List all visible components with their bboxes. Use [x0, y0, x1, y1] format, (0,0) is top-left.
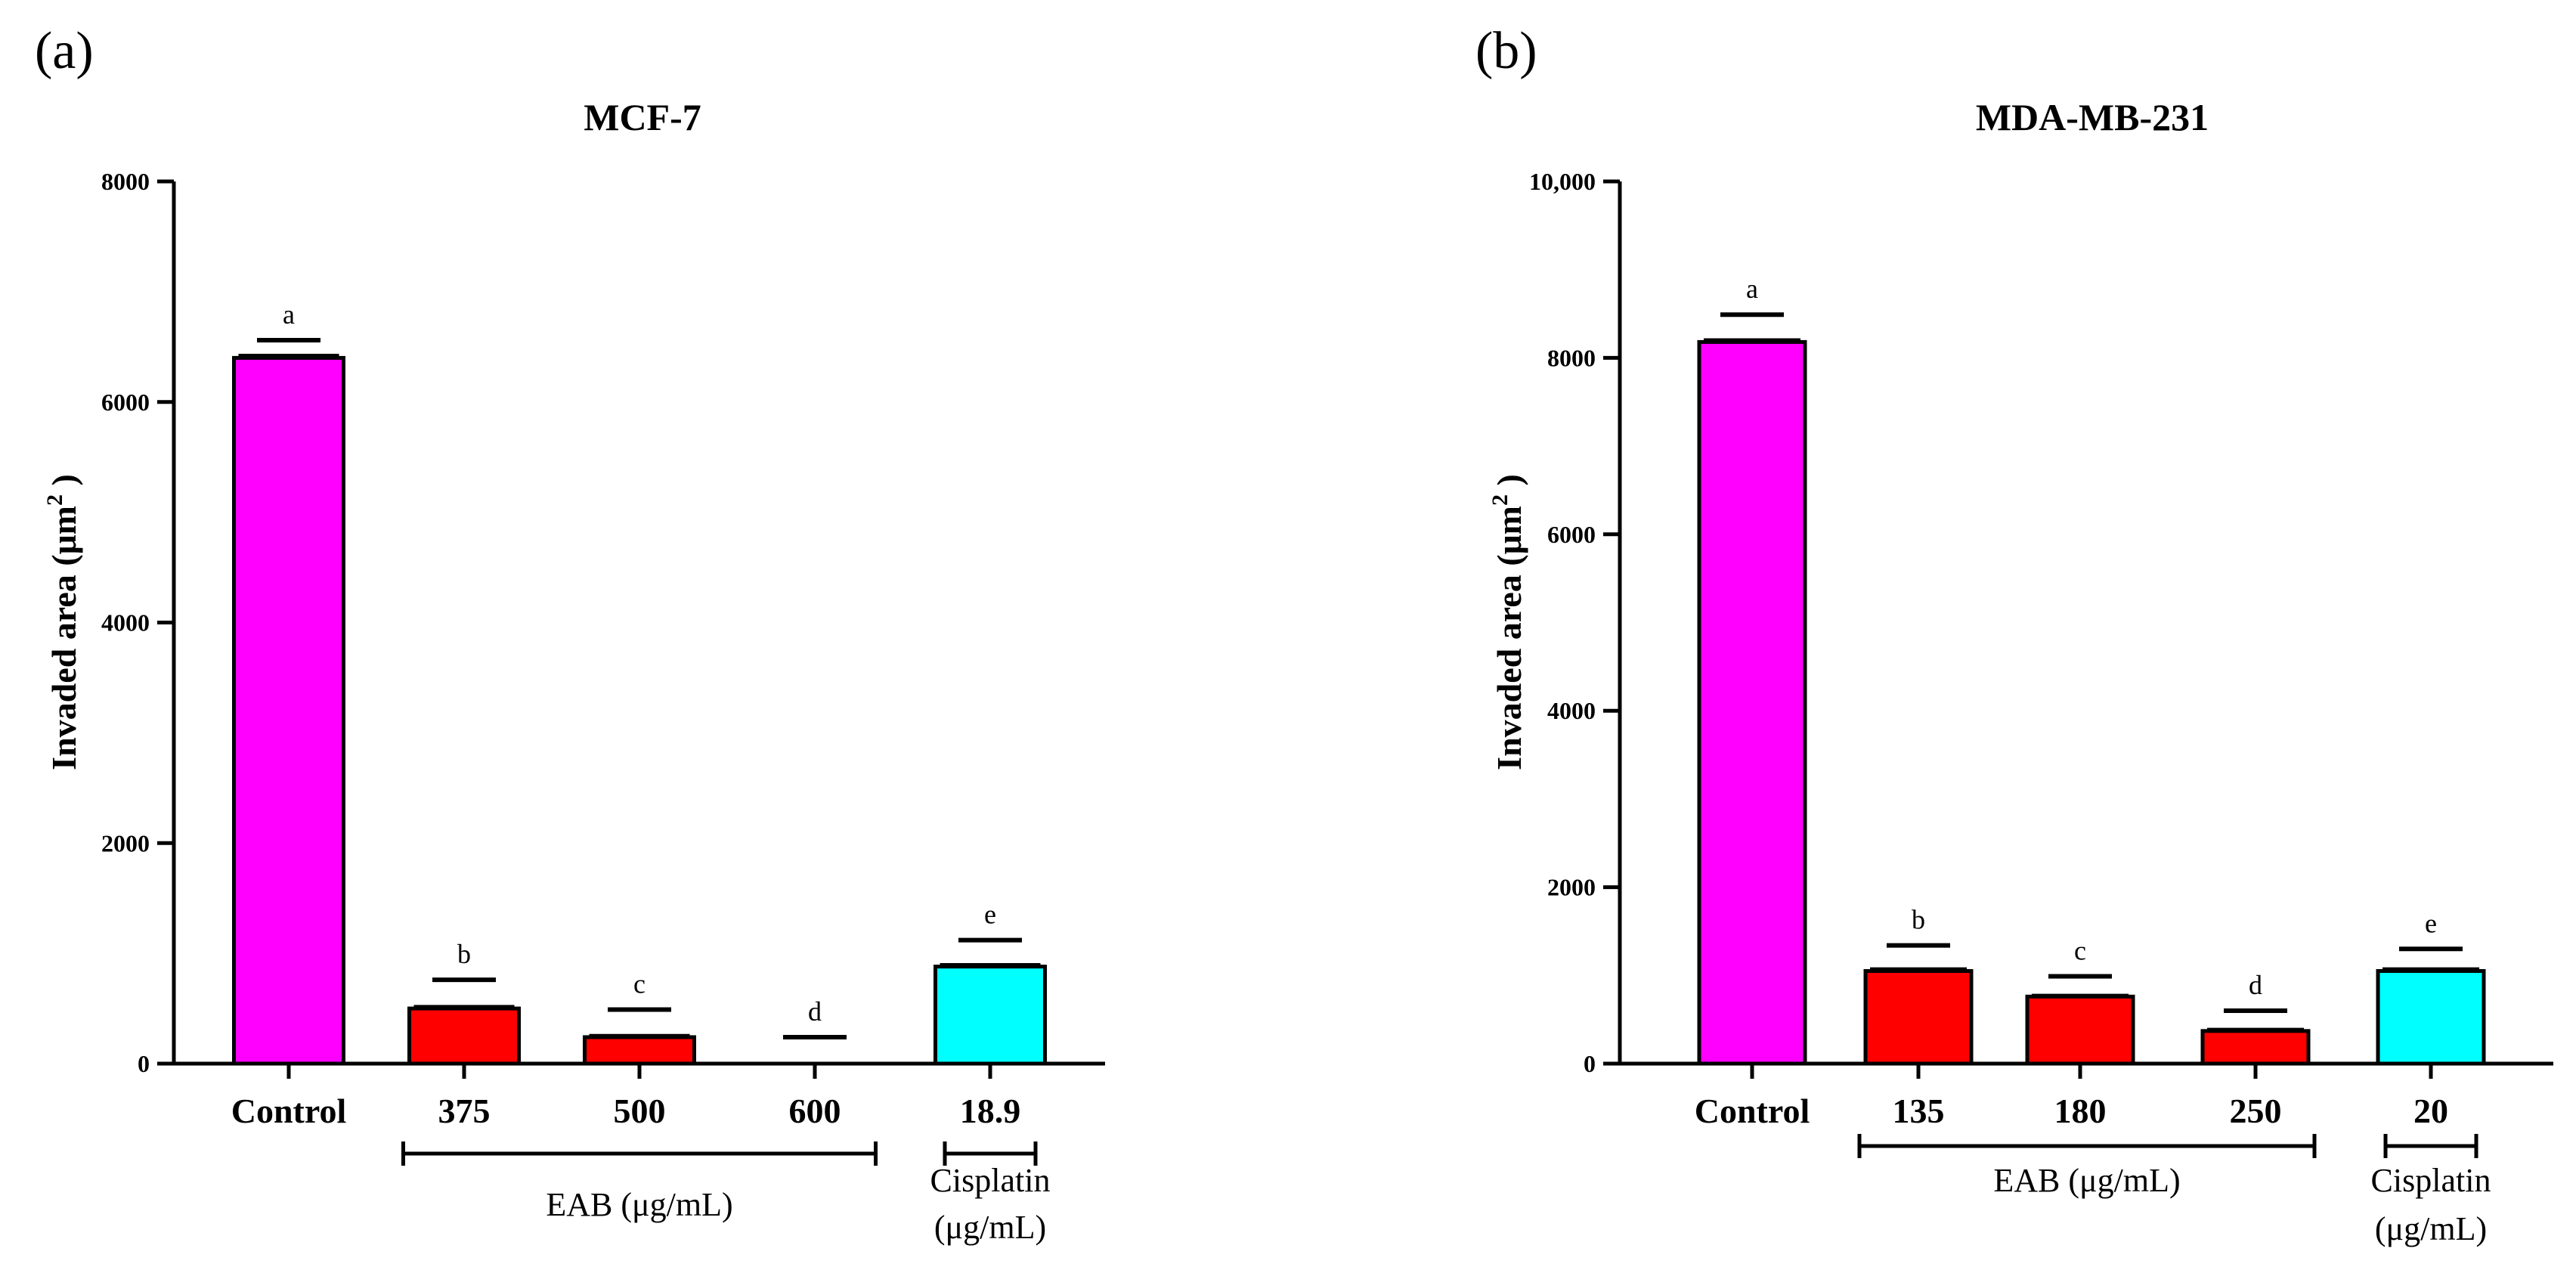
significance-letter: b — [1912, 905, 1925, 935]
significance-letter: e — [984, 900, 996, 930]
bar — [2200, 1029, 2311, 1066]
significance-letter: d — [808, 996, 822, 1027]
panel-a: (a) MCF-7 Invaded area (μm2 ) 0 2000 4000 6000… — [35, 22, 1105, 1246]
bar — [1697, 339, 1807, 1066]
significance-letter: a — [283, 299, 295, 330]
significance-letter: c — [633, 969, 646, 999]
group-label: Cisplatin — [930, 1162, 1051, 1199]
y-tick-label: 4000 — [1547, 697, 1596, 724]
bar — [407, 1006, 521, 1066]
group-label-units: (μg/mL) — [934, 1209, 1046, 1246]
category-label: 18.9 — [960, 1092, 1021, 1130]
y-tick-label: 2000 — [1547, 874, 1596, 901]
y-tick-label: 8000 — [1547, 344, 1596, 371]
significance-letter: e — [2425, 908, 2437, 938]
bar — [583, 1035, 696, 1066]
group-label: Cisplatin — [2371, 1162, 2491, 1199]
category-label: 250 — [2230, 1092, 2282, 1130]
significance-letter: c — [2074, 935, 2086, 965]
category-label: 180 — [2054, 1092, 2107, 1130]
group-label: EAB (μg/mL) — [546, 1186, 732, 1223]
group-label: EAB (μg/mL) — [1993, 1162, 2180, 1199]
bar — [933, 965, 1047, 1066]
significance-letter: a — [1746, 274, 1758, 304]
category-label: Control — [231, 1092, 347, 1130]
y-tick-label: 6000 — [1547, 521, 1596, 548]
chart-title: MCF-7 — [584, 96, 701, 138]
bar — [2376, 968, 2486, 1066]
bar — [232, 355, 345, 1066]
y-tick-label: 6000 — [101, 389, 150, 416]
y-axis-label: Invaded area (μm2 ) — [42, 474, 83, 770]
panel-label: (b) — [1475, 22, 1537, 80]
y-tick-label: 4000 — [101, 609, 150, 637]
group-label-units: (μg/mL) — [2375, 1210, 2487, 1247]
y-tick-label: 2000 — [101, 829, 150, 856]
category-label: 500 — [614, 1092, 666, 1130]
y-tick-label: 10,000 — [1529, 168, 1596, 195]
y-tick-label: 0 — [1584, 1050, 1596, 1077]
category-label: 135 — [1893, 1092, 1945, 1130]
category-label: 375 — [438, 1092, 491, 1130]
significance-letter: d — [2249, 970, 2262, 1000]
panel-b: (b) MDA-MB-231 Invaded area (μm2 ) 0 2000 400… — [1475, 22, 2553, 1247]
bar — [1863, 968, 1974, 1066]
chart-title: MDA-MB-231 — [1976, 96, 2209, 138]
bar — [2025, 994, 2135, 1066]
category-label: Control — [1695, 1092, 1810, 1130]
y-tick-label: 0 — [138, 1050, 150, 1077]
y-tick-label: 8000 — [101, 168, 150, 195]
y-axis-label: Invaded area (μm2 ) — [1488, 474, 1528, 770]
category-label: 20 — [2413, 1092, 2448, 1130]
panel-label: (a) — [35, 22, 94, 80]
significance-letter: b — [457, 939, 471, 969]
category-label: 600 — [789, 1092, 841, 1130]
